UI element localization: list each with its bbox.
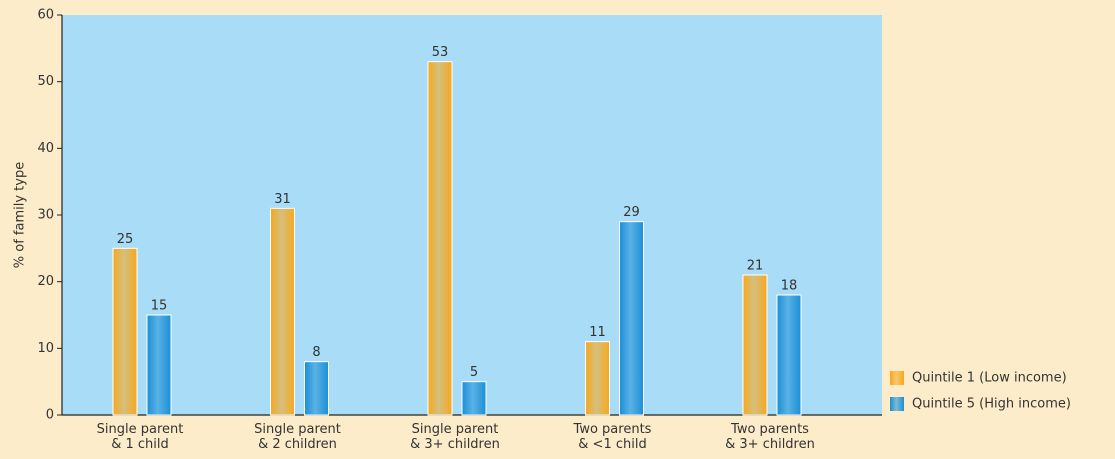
value-label: 31 — [274, 192, 291, 207]
bar — [112, 247, 138, 416]
bar — [304, 361, 329, 416]
legend-swatch — [890, 397, 904, 411]
y-tick-label: 20 — [37, 274, 54, 289]
bar — [461, 381, 487, 416]
y-tick-label: 30 — [37, 208, 54, 223]
legend-label: Quintile 5 (High income) — [912, 397, 1071, 412]
legend-label: Quintile 1 (Low income) — [912, 371, 1067, 386]
bar — [742, 274, 768, 416]
bar — [585, 341, 610, 416]
y-tick-label: 60 — [37, 8, 54, 23]
bar — [146, 314, 172, 416]
value-label: 29 — [623, 205, 640, 220]
y-tick-label: 0 — [46, 408, 54, 423]
bar — [619, 221, 644, 416]
bar — [427, 61, 453, 416]
legend-swatch — [890, 371, 904, 385]
value-label: 21 — [747, 259, 764, 274]
x-tick-label: Single parent & 2 children — [254, 422, 341, 452]
value-label: 5 — [470, 365, 478, 380]
y-axis-label: % of family type — [13, 162, 28, 268]
bar — [776, 294, 802, 416]
y-tick-label: 50 — [37, 74, 54, 89]
value-label: 8 — [312, 345, 320, 360]
value-label: 15 — [151, 299, 168, 314]
y-tick-label: 10 — [37, 341, 54, 356]
x-tick-label: Single parent & 1 child — [97, 422, 184, 452]
value-label: 11 — [589, 325, 606, 340]
x-tick-label: Single parent & 3+ children — [410, 422, 500, 452]
y-tick-label: 40 — [37, 141, 54, 156]
x-tick-label: Two parents & <1 child — [573, 422, 652, 452]
value-label: 18 — [781, 279, 798, 294]
x-tick-label: Two parents & 3+ children — [725, 422, 815, 452]
value-label: 53 — [432, 45, 449, 60]
bar — [270, 207, 295, 416]
value-label: 25 — [117, 232, 134, 247]
